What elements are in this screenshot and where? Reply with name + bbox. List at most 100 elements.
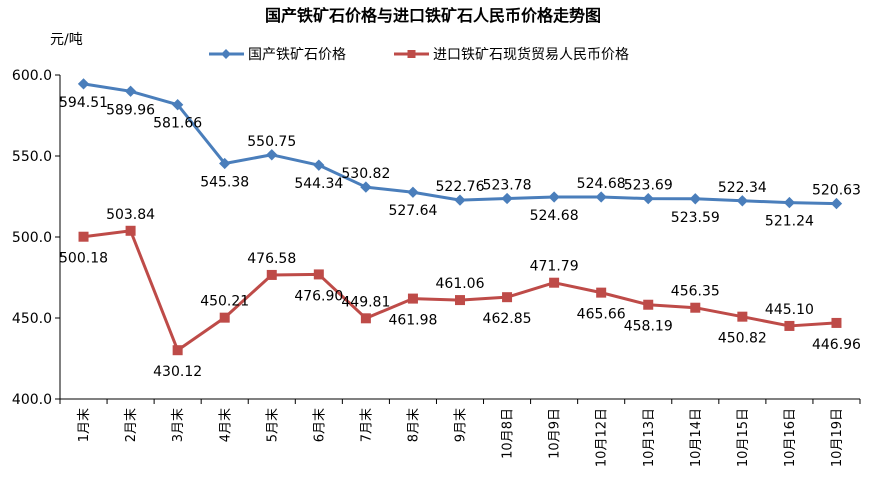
data-point-domestic — [736, 195, 749, 207]
data-label-domestic: 581.66 — [153, 116, 202, 132]
data-point-import — [784, 320, 795, 331]
data-label-import: 450.21 — [200, 294, 249, 310]
data-point-domestic — [124, 85, 137, 97]
data-label-import: 461.98 — [388, 313, 437, 329]
data-point-import — [78, 231, 89, 242]
legend-label-domestic: 国产铁矿石价格 — [248, 47, 346, 63]
data-point-domestic — [219, 157, 231, 170]
data-point-domestic — [689, 193, 701, 205]
x-tick-label: 6月末 — [312, 408, 327, 442]
data-label-import: 430.12 — [153, 364, 202, 380]
chart-title: 国产铁矿石价格与进口铁矿石人民币价格走势图 — [265, 6, 601, 25]
legend: 国产铁矿石价格 进口铁矿石现货贸易人民币价格 — [209, 46, 629, 63]
data-label-domestic: 545.38 — [200, 174, 249, 190]
x-tick-label: 10月12日 — [595, 408, 610, 467]
data-label-domestic: 544.34 — [294, 176, 343, 192]
data-label-import: 446.96 — [812, 337, 861, 353]
data-point-import — [549, 277, 560, 288]
data-point-import — [502, 292, 513, 303]
data-point-domestic — [454, 194, 466, 206]
data-point-domestic — [360, 181, 372, 193]
x-tick-label: 2月末 — [124, 408, 139, 442]
data-point-import — [219, 312, 230, 323]
data-label-import: 476.90 — [294, 288, 343, 304]
x-tick-label: 9月末 — [454, 408, 469, 442]
x-tick-label: 10月14日 — [689, 408, 704, 467]
y-unit-label: 元/吨 — [50, 32, 83, 48]
data-point-import — [455, 295, 465, 306]
data-point-import — [172, 345, 183, 356]
data-label-domestic: 530.82 — [341, 166, 390, 182]
y-tick-label: 450.0 — [12, 311, 52, 327]
data-label-domestic: 522.76 — [436, 179, 485, 195]
data-point-domestic — [266, 149, 278, 161]
data-point-domestic — [830, 197, 843, 210]
data-label-domestic: 520.63 — [812, 183, 861, 199]
data-label-domestic: 523.78 — [483, 177, 532, 193]
data-label-import: 465.66 — [577, 307, 626, 323]
x-tick-label: 10月8日 — [501, 408, 516, 459]
data-label-domestic: 589.96 — [106, 102, 155, 118]
y-tick-label: 550.0 — [12, 149, 52, 165]
data-label-import: 471.79 — [530, 259, 579, 275]
series-import: 500.18 503.84 430.12 450.21 476.58 476.90449.… — [59, 207, 861, 380]
data-point-import — [407, 293, 418, 304]
x-tick-label: 3月末 — [171, 408, 186, 442]
data-label-import: 445.10 — [765, 302, 814, 318]
data-point-import — [737, 311, 748, 322]
data-point-import — [596, 287, 607, 298]
data-point-domestic — [501, 192, 513, 205]
data-label-import: 462.85 — [483, 311, 532, 327]
data-label-domestic: 550.75 — [247, 134, 296, 150]
legend-diamond-marker — [221, 49, 231, 59]
axes: 400.0 450.0 500.0 550.0 600.0 1月末 2月末 3月末 4月末 5月末… — [12, 68, 861, 467]
x-tick-label: 7月末 — [359, 408, 374, 442]
x-tick-label: 10月19日 — [830, 408, 845, 467]
x-tick-label: 1月末 — [77, 408, 92, 442]
x-tick-label: 10月15日 — [736, 408, 751, 467]
data-label-domestic: 524.68 — [530, 208, 579, 224]
y-tick-label: 600.0 — [12, 68, 52, 84]
data-label-import: 461.06 — [436, 276, 485, 292]
data-label-import: 458.19 — [624, 319, 673, 335]
data-point-domestic — [313, 159, 325, 171]
y-tick-label: 400.0 — [12, 392, 52, 408]
data-label-import: 476.58 — [247, 251, 296, 267]
data-label-import: 503.84 — [106, 207, 155, 223]
x-tick-label: 10月16日 — [783, 408, 798, 467]
data-point-domestic — [77, 78, 90, 90]
data-label-domestic: 524.68 — [577, 176, 626, 192]
data-point-import — [690, 302, 701, 313]
data-point-import — [643, 299, 654, 310]
x-tick-label: 10月9日 — [548, 408, 563, 459]
legend-label-import: 进口铁矿石现货贸易人民币价格 — [433, 46, 629, 63]
data-point-import — [360, 313, 371, 324]
x-tick-label: 10月13日 — [642, 408, 657, 467]
data-point-domestic — [642, 192, 654, 205]
data-label-domestic: 527.64 — [388, 203, 437, 219]
data-point-domestic — [548, 191, 560, 203]
data-label-import: 450.82 — [718, 331, 767, 347]
data-point-import — [266, 269, 277, 280]
data-label-import: 456.35 — [671, 284, 720, 300]
data-point-domestic — [407, 186, 419, 198]
y-tick-label: 500.0 — [12, 230, 52, 246]
data-point-domestic — [595, 191, 607, 203]
x-tick-label: 4月末 — [218, 408, 233, 442]
data-point-import — [125, 225, 136, 236]
legend-square-marker — [407, 50, 416, 58]
data-label-domestic: 521.24 — [765, 214, 814, 230]
data-point-domestic — [783, 196, 796, 209]
data-label-domestic: 523.69 — [624, 178, 673, 194]
data-point-import — [831, 317, 842, 328]
data-label-domestic: 522.34 — [718, 180, 767, 196]
data-label-import: 500.18 — [59, 251, 108, 267]
data-label-domestic: 594.51 — [59, 95, 108, 111]
x-tick-label: 8月末 — [406, 408, 421, 442]
data-label-import: 449.81 — [341, 294, 390, 310]
data-label-domestic: 523.59 — [671, 210, 720, 226]
data-point-import — [313, 269, 324, 280]
